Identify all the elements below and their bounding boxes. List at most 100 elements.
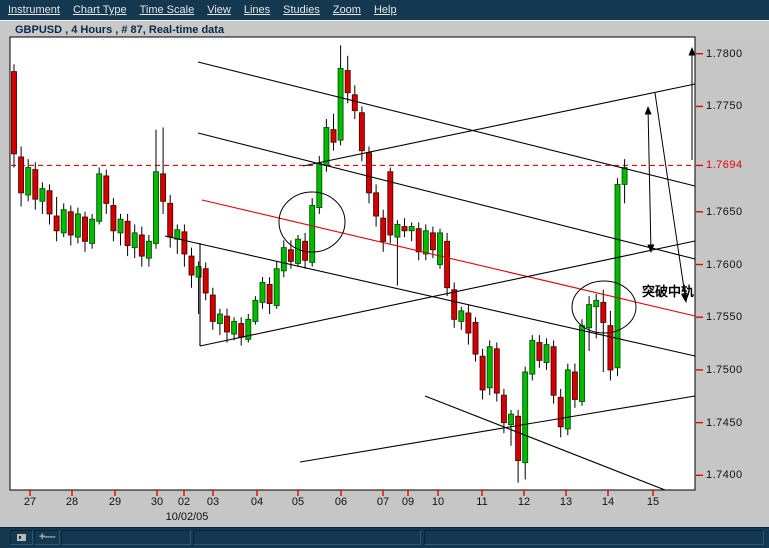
candle-up <box>96 173 103 222</box>
candle-down <box>160 173 167 202</box>
status-zoom-button[interactable]: +— <box>34 530 60 545</box>
pullback-arrow-to-median[interactable] <box>654 92 689 303</box>
date-label-09: 09 <box>401 496 415 508</box>
candle-up <box>408 226 415 232</box>
candle-up <box>295 238 301 264</box>
candle-up <box>39 188 46 202</box>
ascending-mid-rail[interactable] <box>199 240 696 347</box>
candle-down <box>238 323 245 338</box>
menu-item-view[interactable]: View <box>207 4 231 16</box>
menu-item-studies[interactable]: Studies <box>283 4 320 16</box>
candle-down <box>607 325 614 371</box>
status-panel-2 <box>193 530 421 545</box>
chart-region[interactable]: 1.7800 1.7750 1.7650 1.7600 1.7550 1.7500 1.74… <box>0 36 769 527</box>
candle-down <box>358 112 365 152</box>
candle-up <box>422 230 429 255</box>
candle-down <box>536 342 543 361</box>
candle-down <box>188 255 195 276</box>
status-pin-button[interactable] <box>10 530 33 545</box>
candle-down <box>266 284 273 304</box>
date-label-11: 11 <box>476 496 488 508</box>
candle-up <box>245 318 252 340</box>
date-label-29: 29 <box>108 496 122 508</box>
date-label-13: 13 <box>559 496 573 508</box>
highlight-circle-2[interactable] <box>571 280 637 334</box>
candle-up <box>522 371 529 464</box>
candle-up <box>280 247 287 272</box>
candle-up <box>153 171 159 244</box>
candle-up <box>89 218 96 244</box>
date-label-03: 03 <box>206 496 220 508</box>
range-arrow-double[interactable] <box>644 106 655 253</box>
ascending-upper-rail[interactable] <box>302 83 696 167</box>
candle-up <box>259 281 266 303</box>
candle-down <box>124 220 131 246</box>
candle-down <box>181 231 188 255</box>
candle-up <box>621 167 628 185</box>
candle-up <box>131 232 138 249</box>
descending-lower-rail[interactable] <box>164 235 696 357</box>
candle-down <box>415 228 422 253</box>
candle-up <box>337 68 344 141</box>
candle-up <box>252 299 259 322</box>
highlight-circle-1[interactable] <box>278 191 346 253</box>
candle-up <box>508 413 514 426</box>
candle-up <box>174 229 181 240</box>
zoom-slider-icon: +— <box>39 531 55 543</box>
candle-up <box>216 313 223 324</box>
candle-down <box>32 169 39 200</box>
status-panel-3 <box>424 530 764 545</box>
candle-up <box>25 167 32 196</box>
candle-down <box>46 190 53 215</box>
menu-item-help[interactable]: Help <box>373 4 397 16</box>
menu-bar: Instrument Chart Type Time Scale View Lines S… <box>0 0 769 20</box>
candle-down <box>167 202 174 238</box>
candle-down <box>103 175 110 204</box>
descending-mid-rail[interactable] <box>197 132 696 260</box>
price-label: 1.7550 <box>706 311 743 324</box>
ascending-lower-rail[interactable] <box>299 395 696 463</box>
candle-up <box>586 304 593 329</box>
menu-item-zoom[interactable]: Zoom <box>332 4 361 16</box>
date-label-14: 14 <box>601 496 615 508</box>
descending-bottom-line[interactable] <box>424 395 666 491</box>
date-label-10: 10 <box>431 496 445 508</box>
price-label: 1.7650 <box>706 205 743 218</box>
candle-down <box>287 249 294 262</box>
candle-up <box>316 162 323 209</box>
candle-up <box>117 218 124 234</box>
median-line-red[interactable] <box>201 199 696 317</box>
menu-item-chart-type[interactable]: Chart Type <box>72 4 127 16</box>
candle-down <box>351 94 358 112</box>
candle-down <box>366 152 372 194</box>
candle-down <box>444 240 451 289</box>
price-label-current: 1.7694 <box>706 159 743 172</box>
menu-item-time-scale[interactable]: Time Scale <box>139 4 195 16</box>
menu-item-instrument[interactable]: Instrument <box>8 4 60 16</box>
candle-up <box>323 127 330 166</box>
candle-down <box>330 129 337 143</box>
date-axis-date-label: 10/02/05 <box>165 511 209 523</box>
candle-down <box>401 226 408 232</box>
plot-frame <box>9 36 696 491</box>
candle-down <box>600 301 607 323</box>
descending-upper-rail[interactable] <box>197 61 696 187</box>
candle-up <box>145 240 152 259</box>
date-label-12: 12 <box>517 496 531 508</box>
candle-down <box>550 346 557 396</box>
candle-up <box>486 346 493 389</box>
candle-up <box>231 320 238 335</box>
candle-up <box>74 213 81 238</box>
menu-item-lines[interactable]: Lines <box>243 4 271 16</box>
candle-down <box>67 211 74 236</box>
candle-up <box>614 183 621 369</box>
candle-down <box>451 289 458 320</box>
candle-down <box>515 415 522 461</box>
candle-up <box>437 232 443 265</box>
candle-down <box>373 192 380 217</box>
date-label-27: 27 <box>23 496 37 508</box>
candle-down <box>472 322 479 355</box>
candle-up <box>458 310 465 322</box>
date-label-04: 04 <box>250 496 264 508</box>
